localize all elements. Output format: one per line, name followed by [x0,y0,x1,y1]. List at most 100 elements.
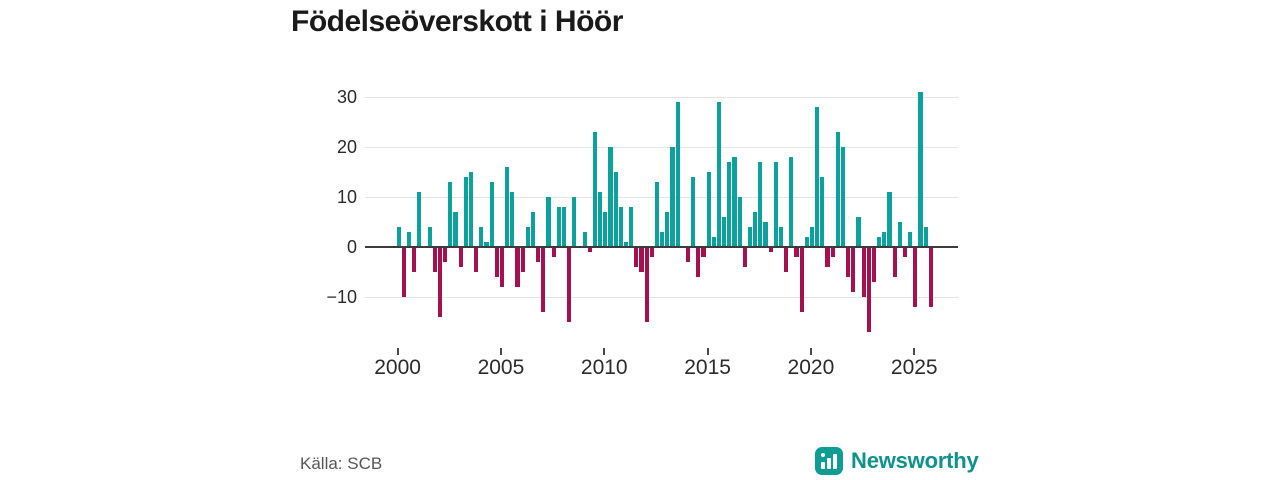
bar-2020-q3 [820,177,825,247]
bar-2023-q1 [871,247,877,282]
gridline [365,147,958,148]
bar-2015-q4 [722,217,727,247]
bar-2005-q4 [515,247,520,287]
bar-2017-q4 [763,222,768,247]
bar-2023-q2 [877,237,882,247]
source-note: Källa: SCB [300,454,383,473]
bar-2021-q4 [846,247,851,277]
bar-2007-q2 [546,197,551,247]
bar-2014-q4 [701,247,706,257]
bar-2024-q1 [892,247,897,277]
bar-2022-q1 [851,247,856,292]
bar-2004-q1 [479,227,484,247]
bar-2018-q2 [773,162,778,247]
bar-2012-q2 [649,247,654,257]
bar-2005-q2 [505,167,510,247]
x-axis-tick [809,348,812,355]
bar-2000-q3 [406,232,412,247]
bar-2019-q2 [794,247,799,257]
bar-2009-q3 [592,132,598,247]
y-axis-label: 30 [336,87,357,107]
bar-2012-q1 [644,247,649,322]
newsworthy-logo[interactable]: Newsworthy [815,447,979,475]
bar-2018-q3 [778,227,784,247]
bar-2002-q1 [437,247,443,317]
bar-2012-q3 [654,182,660,247]
y-axis-label: 20 [336,137,357,157]
bar-2011-q4 [639,247,644,272]
bar-2002-q2 [443,247,448,262]
y-axis-label: 0 [346,237,357,257]
bar-2014-q2 [691,177,696,247]
x-axis-label: 2000 [374,356,421,379]
bar-2025-q3 [923,227,928,247]
bar-2002-q4 [453,212,458,247]
bar-2015-q1 [706,172,711,247]
bar-2007-q1 [541,247,546,312]
bar-2014-q3 [696,247,701,277]
bar-2012-q4 [660,232,665,247]
gridline [365,97,958,98]
bar-2024-q4 [908,232,913,247]
bar-2011-q1 [623,242,629,247]
bar-2006-q2 [525,227,530,247]
bar-2018-q1 [768,247,773,252]
bar-2001-q3 [427,227,432,247]
x-axis-label: 2025 [890,356,938,379]
gridline [365,297,958,298]
bar-2010-q1 [603,212,608,247]
bar-2020-q1 [809,227,815,247]
bar-2003-q4 [474,247,479,272]
bar-2000-q1 [396,227,401,247]
bar-2009-q1 [582,232,587,247]
bar-2002-q3 [448,182,453,247]
bar-2006-q4 [536,247,541,262]
gridline [365,197,958,198]
bar-2021-q2 [835,132,840,247]
x-axis-tick [499,348,502,355]
bar-2006-q3 [530,212,536,247]
x-axis-label: 2005 [477,356,525,379]
bar-2009-q4 [598,192,603,247]
bar-2017-q1 [747,227,753,247]
bar-2017-q2 [753,212,758,247]
bar-2015-q2 [711,237,716,247]
bar-2022-q2 [856,217,861,247]
x-axis-tick [396,348,399,355]
bar-2008-q1 [561,207,567,247]
bar-2013-q2 [670,147,675,247]
bar-2019-q1 [789,157,794,247]
bar-2005-q1 [499,247,505,287]
x-axis-label: 2015 [684,356,731,379]
bar-2024-q3 [902,247,908,257]
chart-title: Födelseöverskott i Höör [291,5,623,38]
bar-2010-q3 [613,172,618,247]
bar-2013-q1 [665,212,670,247]
bar-2014-q1 [685,247,691,262]
bar-2013-q3 [675,102,680,247]
bar-2022-q3 [861,247,866,297]
bar-2016-q3 [737,197,742,247]
bar-2016-q1 [727,162,732,247]
x-axis-tick [913,348,916,355]
bar-2001-q4 [432,247,437,272]
x-axis-tick [706,348,709,355]
bar-2009-q2 [587,247,592,252]
bar-2023-q3 [882,232,887,247]
bar-2019-q3 [799,247,804,312]
bar-2025-q4 [928,247,933,307]
y-axis-label: 10 [336,187,357,207]
bar-2008-q3 [572,197,577,247]
bar-2003-q3 [468,172,474,247]
newsworthy-wordmark: Newsworthy [851,448,979,473]
bar-2018-q4 [784,247,789,272]
bar-2023-q4 [887,192,892,247]
bar-2007-q4 [556,207,561,247]
bar-2000-q4 [412,247,417,272]
bar-2007-q3 [551,247,556,257]
bar-2015-q3 [716,102,722,247]
bar-2017-q3 [758,162,763,247]
bar-2004-q3 [489,182,494,247]
